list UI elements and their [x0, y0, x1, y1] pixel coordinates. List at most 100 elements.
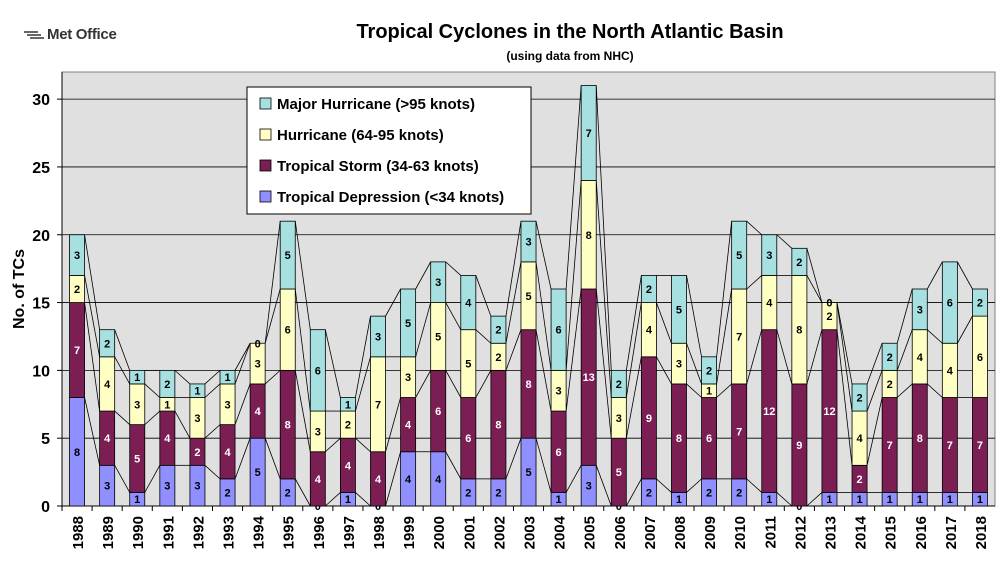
connector-line-1-2005: [595, 465, 612, 507]
data-label-1991-series-1: 4: [164, 433, 171, 445]
bar-2015-series-3: [881, 342, 898, 371]
connector-line-2-2003: [535, 329, 552, 412]
data-label-2000-series-3: 3: [435, 277, 441, 289]
data-label-2007-series-1: 9: [646, 413, 652, 425]
x-tick-label-1989: 1989: [100, 516, 117, 549]
connector-line-2-2011: [776, 329, 793, 385]
data-label-2012-series-2: 8: [796, 325, 802, 337]
data-label-1997-series-0: 1: [345, 494, 351, 506]
connector-line-1-1997: [355, 492, 371, 507]
data-label-1997-series-3: 1: [345, 399, 351, 411]
connector-line-3-2012: [806, 275, 823, 303]
connector-line-1-1988: [84, 397, 101, 466]
data-label-1996-series-0: 0: [315, 501, 321, 513]
bar-2010-series-3: [731, 220, 748, 290]
connector-line-3-2001: [475, 329, 492, 344]
connector-line-3-1990: [144, 383, 161, 398]
data-label-2017-series-0: 1: [947, 494, 953, 506]
data-label-2004-series-2: 3: [556, 386, 562, 398]
connector-line-3-1989: [114, 356, 131, 385]
connector-line-2-2002: [505, 329, 522, 371]
data-label-2010-series-2: 7: [736, 331, 742, 343]
x-tick-label-1993: 1993: [221, 516, 238, 549]
connector-line-4-2006: [625, 275, 642, 371]
legend-box: [246, 86, 532, 215]
bar-2008-series-3: [671, 275, 687, 344]
data-label-2002-series-0: 2: [495, 487, 501, 499]
data-label-1998-series-0: 0: [375, 501, 381, 513]
met-office-logo: Met Office: [24, 26, 117, 43]
connector-line-3-2000: [445, 302, 462, 330]
bar-2014-series-3: [851, 383, 868, 412]
connector-line-1-1994: [264, 438, 281, 480]
data-label-1999-series-3: 5: [405, 318, 411, 330]
connector-line-3-1994: [264, 288, 281, 344]
connector-line-4-1988: [84, 234, 101, 330]
connector-line-4-1993: [234, 343, 251, 371]
data-label-2005-series-3: 7: [586, 128, 592, 140]
connector-line-2-2008: [686, 383, 702, 398]
connector-line-3-2008: [686, 343, 702, 385]
data-label-2012-series-1: 9: [796, 440, 802, 452]
data-label-2004-series-3: 6: [556, 325, 562, 337]
y-tick-label-30: 30: [32, 92, 50, 109]
bar-1999-series-3: [400, 288, 417, 358]
data-label-2002-series-3: 2: [495, 325, 501, 337]
legend-swatch-1: [259, 159, 272, 172]
connector-line-2-2004: [565, 288, 582, 412]
connector-line-4-2011: [776, 234, 793, 249]
connector-line-2-2014: [866, 397, 883, 466]
connector-line-4-1996: [324, 329, 341, 398]
x-tick-label-1996: 1996: [311, 516, 328, 549]
connector-line-2-2010: [746, 329, 763, 385]
x-tick-label-1992: 1992: [190, 516, 207, 549]
chart-title: Tropical Cyclones in the North Atlantic …: [356, 21, 783, 43]
connector-line-2-1997: [355, 437, 371, 453]
data-label-1993-series-0: 2: [224, 487, 230, 499]
data-label-2009-series-0: 2: [706, 487, 712, 499]
data-label-2013-series-3: 0: [826, 298, 832, 310]
data-label-1998-series-3: 3: [375, 331, 381, 343]
connector-line-3-2004: [565, 180, 582, 371]
data-label-2017-series-2: 4: [947, 365, 954, 377]
legend-swatch-3: [259, 97, 272, 110]
connector-line-4-2001: [475, 275, 492, 317]
data-label-2007-series-0: 2: [646, 487, 652, 499]
data-label-2003-series-0: 5: [525, 467, 531, 479]
data-label-1992-series-1: 2: [194, 447, 200, 459]
bar-1990-series-3: [129, 369, 146, 385]
chart-subtitle: (using data from NHC): [506, 49, 633, 63]
data-label-2014-series-0: 1: [857, 494, 863, 506]
data-label-2008-series-1: 8: [676, 433, 682, 445]
data-label-1995-series-0: 2: [285, 487, 291, 499]
data-label-2008-series-0: 1: [676, 494, 682, 506]
connector-line-1-1996: [325, 492, 341, 507]
data-label-1989-series-2: 4: [104, 379, 111, 391]
connector-line-2-2009: [716, 383, 732, 398]
data-label-2011-series-2: 4: [766, 298, 773, 310]
data-label-2005-series-2: 8: [586, 230, 592, 242]
data-label-2003-series-3: 3: [525, 237, 531, 249]
connector-line-2-1989: [114, 410, 130, 425]
data-label-2012-series-0: 0: [796, 501, 802, 513]
data-label-2015-series-0: 1: [887, 494, 893, 506]
bar-2003-series-3: [520, 220, 537, 263]
data-label-1995-series-2: 6: [285, 325, 291, 337]
connector-line-4-2013: [836, 302, 853, 385]
connector-line-1-2010: [746, 478, 763, 493]
connector-line-3-2017: [957, 315, 973, 344]
connector-line-4-2010: [746, 220, 763, 236]
connector-line-1-2002: [505, 438, 522, 480]
data-label-1999-series-0: 4: [405, 474, 412, 486]
connector-line-2-2001: [475, 370, 492, 398]
connector-line-1-2003: [535, 438, 552, 493]
legend-label-1: Tropical Storm (34-63 knots): [277, 158, 479, 175]
data-label-1991-series-2: 1: [164, 399, 170, 411]
x-tick-label-2000: 2000: [431, 516, 448, 549]
x-tick-label-2002: 2002: [491, 516, 508, 549]
connector-line-2-1996: [325, 437, 341, 453]
x-tick-label-1998: 1998: [371, 516, 388, 549]
x-tick-label-1990: 1990: [130, 516, 147, 549]
connector-line-2-2007: [656, 356, 672, 385]
x-tick-label-1988: 1988: [70, 516, 87, 549]
